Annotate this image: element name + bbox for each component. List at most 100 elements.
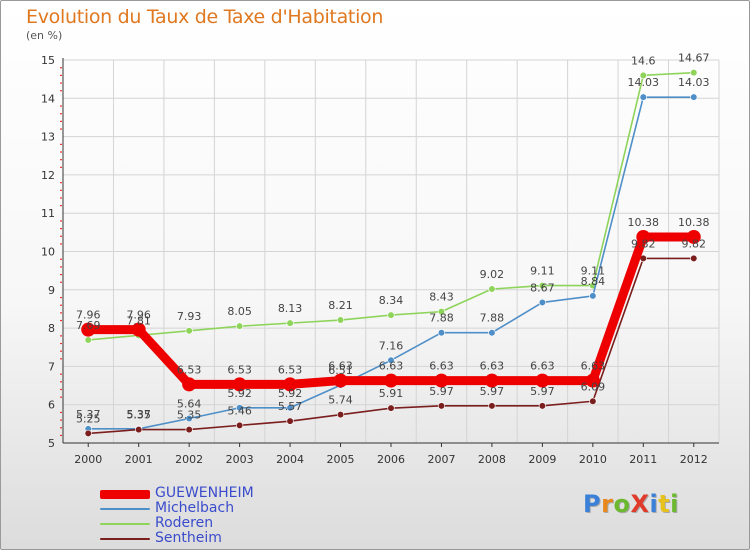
- legend-item-guewenheim: GUEWENHEIM: [100, 485, 400, 502]
- y-minor-tick: [60, 427, 62, 429]
- y-minor-tick: [60, 120, 62, 122]
- data-point-roderen: [690, 69, 698, 77]
- data-label-sentheim: 5.97: [530, 385, 555, 398]
- data-point-guewenheim: [636, 229, 651, 244]
- data-label-michelbach: 7.88: [480, 312, 505, 325]
- data-label-sentheim: 5.57: [278, 400, 303, 413]
- data-point-roderen: [538, 281, 546, 290]
- logo-letter: i: [649, 490, 659, 518]
- x-tick-label: 2012: [680, 453, 708, 466]
- y-minor-tick: [60, 396, 62, 398]
- x-tick-label: 2006: [377, 453, 405, 466]
- legend-swatch: [100, 523, 150, 525]
- data-label-roderen: 9.11: [581, 265, 606, 278]
- data-point-sentheim: [437, 402, 446, 410]
- data-label-guewenheim: 6.63: [581, 360, 606, 373]
- y-minor-tick: [60, 205, 62, 207]
- data-label-roderen: 8.13: [278, 302, 303, 315]
- data-label-sentheim: 5.35: [177, 409, 202, 422]
- data-point-guewenheim: [535, 373, 550, 388]
- y-minor-tick: [60, 159, 62, 161]
- data-point-michelbach: [538, 298, 546, 307]
- data-point-roderen: [236, 322, 244, 330]
- y-minor-tick: [60, 266, 62, 268]
- x-tick-label: 2001: [125, 453, 153, 466]
- data-label-sentheim: 9.82: [682, 237, 707, 250]
- y-tick-label: 5: [48, 437, 55, 450]
- data-point-roderen: [185, 327, 193, 335]
- y-minor-tick: [60, 388, 62, 391]
- y-tick-label: 9: [48, 284, 55, 297]
- chart-title: Evolution du Taux de Taxe d'Habitation: [26, 6, 384, 28]
- y-minor-tick: [60, 258, 62, 260]
- data-point-guewenheim: [434, 373, 449, 388]
- y-tick-label: 11: [41, 207, 55, 220]
- proxiti-logo: ProXiti: [583, 490, 679, 518]
- logo-letter: X: [630, 490, 650, 518]
- logo-letter: t: [658, 490, 671, 518]
- data-label-roderen: 7.69: [76, 319, 101, 332]
- logo-letter: o: [613, 490, 631, 518]
- data-point-sentheim: [336, 411, 345, 419]
- data-label-roderen: 14.6: [631, 54, 656, 67]
- data-point-michelbach: [185, 414, 193, 423]
- y-minor-tick: [60, 197, 62, 199]
- x-tick-label: 2011: [629, 453, 657, 466]
- data-label-guewenheim: 6.53: [278, 363, 303, 376]
- data-point-michelbach: [387, 356, 395, 364]
- data-label-sentheim: 5.97: [480, 385, 505, 398]
- y-minor-tick: [60, 273, 62, 276]
- data-point-roderen: [639, 71, 647, 79]
- data-label-guewenheim: 6.63: [530, 360, 555, 373]
- y-minor-tick: [60, 304, 62, 306]
- y-minor-tick: [60, 350, 62, 352]
- y-minor-tick: [60, 381, 62, 383]
- data-label-michelbach: 8.67: [530, 281, 555, 294]
- y-tick-label: 14: [41, 92, 55, 105]
- data-point-michelbach: [488, 329, 496, 337]
- data-label-michelbach: 6.51: [328, 364, 353, 377]
- data-label-sentheim: 5.74: [328, 394, 353, 407]
- data-point-sentheim: [135, 425, 143, 434]
- y-minor-tick: [60, 228, 62, 230]
- data-point-guewenheim: [484, 373, 499, 388]
- data-point-sentheim: [236, 421, 244, 429]
- data-point-sentheim: [286, 417, 294, 425]
- data-label-guewenheim: 6.63: [480, 360, 505, 373]
- data-label-sentheim: 6.09: [581, 380, 606, 393]
- data-point-sentheim: [185, 425, 193, 434]
- x-tick-label: 2005: [327, 453, 355, 466]
- data-label-guewenheim: 6.63: [328, 360, 353, 373]
- x-tick-label: 2008: [478, 453, 506, 466]
- y-tick-label: 10: [41, 246, 55, 259]
- y-minor-tick: [60, 243, 62, 245]
- data-point-guewenheim: [686, 229, 701, 244]
- chart-subtitle: (en %): [26, 29, 63, 42]
- y-minor-tick: [60, 342, 62, 345]
- data-label-roderen: 8.21: [328, 299, 353, 312]
- data-label-roderen: 8.34: [379, 294, 404, 307]
- data-label-michelbach: 5.64: [177, 397, 202, 410]
- data-point-sentheim: [589, 397, 597, 405]
- logo-letter: r: [601, 490, 614, 518]
- data-label-sentheim: 5.35: [126, 409, 151, 422]
- y-tick-label: 13: [41, 131, 55, 144]
- y-minor-tick: [60, 411, 62, 414]
- x-tick-label: 2000: [74, 453, 102, 466]
- logo-letter: P: [583, 490, 602, 518]
- data-label-michelbach: 5.37: [126, 408, 151, 421]
- data-label-michelbach: 14.03: [628, 76, 660, 89]
- y-minor-tick: [60, 312, 62, 314]
- y-minor-tick: [60, 319, 62, 322]
- x-tick-label: 2002: [175, 453, 203, 466]
- data-point-roderen: [387, 311, 395, 319]
- data-label-michelbach: 5.92: [278, 387, 303, 400]
- data-point-sentheim: [690, 254, 698, 262]
- data-label-sentheim: 5.91: [379, 387, 404, 400]
- data-point-michelbach: [690, 93, 698, 101]
- data-label-roderen: 8.05: [227, 305, 252, 318]
- y-minor-tick: [60, 373, 62, 375]
- data-point-sentheim: [538, 402, 546, 410]
- y-tick-label: 15: [41, 54, 55, 67]
- data-point-michelbach: [437, 329, 446, 337]
